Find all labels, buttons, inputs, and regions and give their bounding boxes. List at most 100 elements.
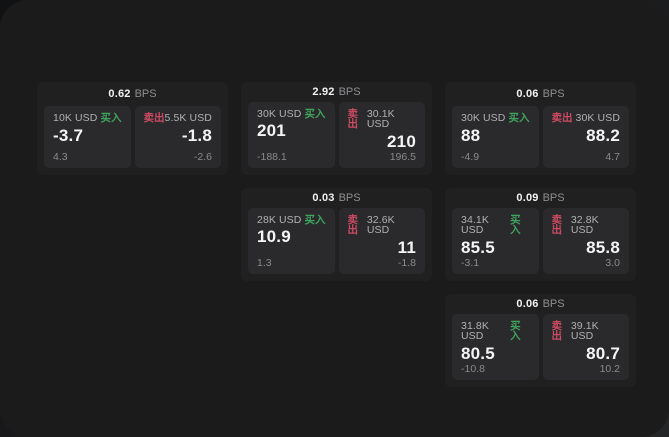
bps-value: 0.03 [312,191,335,204]
buy-panel[interactable]: 34.1K USD 买入 85.5 -3.1 [452,207,539,274]
buy-panel[interactable]: 30K USD 买入 201 -188.1 [248,101,335,168]
buy-panel-top: 28K USD 买入 [257,215,326,226]
sell-panel[interactable]: 卖出 5.5K USD -1.8 -2.6 [134,106,221,168]
bps-unit-label: BPS [542,88,565,100]
bps-value: 0.09 [516,191,539,204]
sell-size: 32.8K USD [570,213,599,237]
panels: 34.1K USD 买入 85.5 -3.1 卖出 32.8K USD 85.8… [452,207,629,274]
buy-size: 28K USD [257,213,302,226]
buy-panel-top: 31.8K USD 买入 [461,321,530,342]
bps-unit-label: BPS [338,191,361,204]
panels: 31.8K USD 买入 80.5 -10.8 卖出 39.1K USD 80.… [452,313,629,380]
sell-badge: 卖出 [551,213,563,237]
sell-badge: 卖出 [143,112,165,124]
sell-panel-top: 卖出 30K USD [552,113,621,124]
buy-delta: -3.1 [461,256,480,269]
quote-card: 0.62 BPS 10K USD 买入 -3.7 4.3 卖出 5.5K USD [37,82,228,175]
sell-panel[interactable]: 卖出 39.1K USD 80.7 10.2 [542,313,629,380]
sell-price: 88.2 [586,125,620,145]
buy-panel-top: 34.1K USD 买入 [461,215,530,236]
buy-price: 10.9 [257,227,291,247]
sell-price: 85.8 [586,237,620,257]
sell-price: 80.7 [586,343,620,363]
card-header: 0.62 BPS [44,82,221,106]
panels: 30K USD 买入 88 -4.9 卖出 30K USD 88.2 4.7 [452,106,629,168]
buy-panel[interactable]: 28K USD 买入 10.9 1.3 [248,207,335,274]
buy-panel[interactable]: 10K USD 买入 -3.7 4.3 [44,106,131,168]
sell-badge: 卖出 [347,107,359,131]
buy-badge: 买入 [508,112,530,124]
sell-panel-top: 卖出 32.8K USD [552,215,621,236]
buy-panel[interactable]: 31.8K USD 买入 80.5 -10.8 [452,313,539,380]
buy-size: 31.8K USD [461,319,489,343]
buy-size: 30K USD [461,112,506,124]
quote-card: 0.03 BPS 28K USD 买入 10.9 1.3 卖出 32.6K US… [241,188,432,281]
buy-delta: -188.1 [257,150,287,163]
buy-panel-top: 30K USD 买入 [461,113,530,124]
sell-delta: 10.2 [599,362,620,375]
card-header: 0.03 BPS [248,188,425,208]
sell-price: -1.8 [181,125,212,145]
bps-value: 0.06 [516,88,539,100]
bps-unit-label: BPS [134,88,157,100]
buy-panel-top: 10K USD 买入 [53,113,122,124]
sell-panel[interactable]: 卖出 32.8K USD 85.8 3.0 [542,207,629,274]
sell-delta: -2.6 [193,150,212,163]
sell-panel[interactable]: 卖出 30K USD 88.2 4.7 [542,106,629,168]
sell-panel-top: 卖出 5.5K USD [144,113,213,124]
sell-badge: 卖出 [551,319,563,343]
buy-price: 85.5 [461,237,495,257]
sell-delta: 3.0 [605,256,620,269]
bps-value: 0.06 [516,297,539,310]
card-header: 0.09 BPS [452,188,629,208]
bps-value: 0.62 [108,88,131,100]
quote-card: 0.06 BPS 30K USD 买入 88 -4.9 卖出 30K USD [445,82,636,175]
panels: 28K USD 买入 10.9 1.3 卖出 32.6K USD 11 -1.8 [248,207,425,274]
card-header: 0.06 BPS [452,294,629,314]
buy-price: 201 [257,121,286,141]
sell-delta: 196.5 [389,150,416,163]
quote-card: 2.92 BPS 30K USD 买入 201 -188.1 卖出 30.1K … [241,82,432,175]
card-header: 2.92 BPS [248,82,425,102]
buy-panel-top: 30K USD 买入 [257,109,326,120]
sell-price: 11 [397,237,416,257]
buy-size: 34.1K USD [461,213,489,237]
buy-delta: 4.3 [53,150,68,163]
bps-unit-label: BPS [542,297,565,310]
card-header: 0.06 BPS [452,82,629,106]
quote-card: 0.06 BPS 31.8K USD 买入 80.5 -10.8 卖出 39.1… [445,294,636,387]
bps-unit-label: BPS [542,191,565,204]
quote-card: 0.09 BPS 34.1K USD 买入 85.5 -3.1 卖出 32.8K… [445,188,636,281]
buy-price: -3.7 [53,125,84,145]
buy-badge: 买入 [510,213,521,237]
buy-panel[interactable]: 30K USD 买入 88 -4.9 [452,106,539,168]
buy-badge: 买入 [304,107,326,120]
buy-badge: 买入 [304,213,326,226]
quote-grid: 0.62 BPS 10K USD 买入 -3.7 4.3 卖出 5.5K USD [37,82,636,387]
buy-size: 30K USD [257,107,302,120]
buy-delta: -4.9 [461,150,480,163]
buy-delta: -10.8 [461,362,485,375]
sell-badge: 卖出 [551,112,573,124]
sell-panel-top: 卖出 32.6K USD [348,215,417,236]
sell-panel[interactable]: 卖出 32.6K USD 11 -1.8 [338,207,425,274]
sell-size: 5.5K USD [164,112,212,124]
sell-size: 30.1K USD [366,107,395,131]
sell-size: 30K USD [575,112,620,124]
sell-panel[interactable]: 卖出 30.1K USD 210 196.5 [338,101,425,168]
sell-delta: -1.8 [397,256,416,269]
panels: 10K USD 买入 -3.7 4.3 卖出 5.5K USD -1.8 -2.… [44,106,221,168]
sell-size: 32.6K USD [366,213,395,237]
buy-size: 10K USD [53,112,98,124]
panels: 30K USD 买入 201 -188.1 卖出 30.1K USD 210 1… [248,101,425,168]
buy-price: 88 [461,125,481,145]
sell-panel-top: 卖出 30.1K USD [348,109,417,130]
bps-unit-label: BPS [338,85,361,98]
buy-delta: 1.3 [257,256,272,269]
buy-badge: 买入 [510,319,521,343]
sell-size: 39.1K USD [570,319,599,343]
buy-price: 80.5 [461,343,495,363]
sell-price: 210 [387,131,416,151]
sell-delta: 4.7 [605,150,620,163]
